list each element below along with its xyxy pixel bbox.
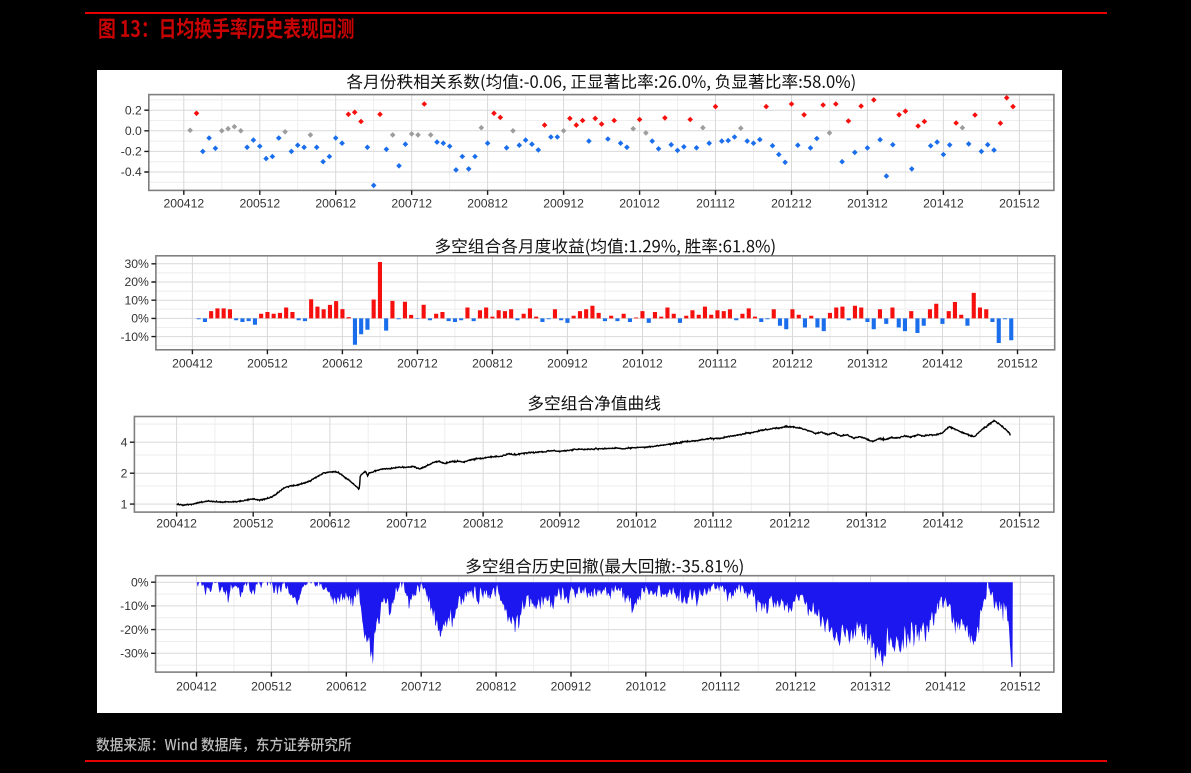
svg-text:201512: 201512 xyxy=(999,196,1040,210)
svg-text:200912: 200912 xyxy=(543,196,584,210)
svg-text:201412: 201412 xyxy=(923,196,964,210)
svg-text:1: 1 xyxy=(121,497,128,511)
svg-text:200912: 200912 xyxy=(551,679,592,693)
svg-text:201212: 201212 xyxy=(775,679,816,693)
svg-text:201512: 201512 xyxy=(1000,679,1041,693)
svg-text:201312: 201312 xyxy=(847,196,888,210)
svg-text:200812: 200812 xyxy=(472,356,513,370)
svg-text:200412: 200412 xyxy=(156,516,197,530)
svg-text:201512: 201512 xyxy=(999,516,1040,530)
svg-text:200712: 200712 xyxy=(391,196,432,210)
svg-text:0%: 0% xyxy=(131,312,149,326)
svg-text:200512: 200512 xyxy=(239,196,280,210)
svg-text:200612: 200612 xyxy=(310,516,351,530)
svg-text:0.0: 0.0 xyxy=(125,124,142,138)
svg-text:201312: 201312 xyxy=(847,356,888,370)
svg-text:-10%: -10% xyxy=(120,330,149,344)
svg-text:201012: 201012 xyxy=(616,516,657,530)
svg-text:-30%: -30% xyxy=(120,647,149,661)
svg-text:30%: 30% xyxy=(124,257,149,271)
svg-text:201512: 201512 xyxy=(997,356,1038,370)
svg-text:201212: 201212 xyxy=(772,356,813,370)
svg-text:200712: 200712 xyxy=(401,679,442,693)
svg-text:4: 4 xyxy=(121,435,128,449)
svg-text:2: 2 xyxy=(121,466,128,480)
svg-text:201412: 201412 xyxy=(922,356,963,370)
svg-text:201012: 201012 xyxy=(622,356,663,370)
svg-text:200612: 200612 xyxy=(326,679,367,693)
svg-text:200512: 200512 xyxy=(233,516,274,530)
svg-text:201112: 201112 xyxy=(696,196,735,210)
svg-text:201312: 201312 xyxy=(850,679,891,693)
svg-text:-0.4: -0.4 xyxy=(121,165,142,179)
svg-text:-0.2: -0.2 xyxy=(121,145,142,159)
svg-text:201012: 201012 xyxy=(625,679,666,693)
svg-text:201112: 201112 xyxy=(694,516,733,530)
svg-text:201312: 201312 xyxy=(846,516,887,530)
svg-text:200812: 200812 xyxy=(467,196,508,210)
svg-text:200512: 200512 xyxy=(251,679,292,693)
svg-text:201412: 201412 xyxy=(923,516,964,530)
svg-text:0%: 0% xyxy=(131,575,149,589)
svg-text:201212: 201212 xyxy=(771,196,812,210)
svg-text:201412: 201412 xyxy=(925,679,966,693)
svg-text:201012: 201012 xyxy=(619,196,660,210)
svg-text:10%: 10% xyxy=(124,293,149,307)
svg-text:200712: 200712 xyxy=(386,516,427,530)
svg-text:0.2: 0.2 xyxy=(125,103,142,117)
svg-text:200412: 200412 xyxy=(176,679,217,693)
svg-text:200412: 200412 xyxy=(163,196,204,210)
svg-text:-10%: -10% xyxy=(120,599,149,613)
svg-text:200812: 200812 xyxy=(463,516,504,530)
svg-text:200612: 200612 xyxy=(315,196,356,210)
svg-text:200412: 200412 xyxy=(172,356,213,370)
svg-text:200812: 200812 xyxy=(476,679,517,693)
svg-text:200712: 200712 xyxy=(397,356,438,370)
svg-text:-20%: -20% xyxy=(120,623,149,637)
svg-text:200912: 200912 xyxy=(539,516,580,530)
svg-text:200512: 200512 xyxy=(247,356,288,370)
svg-text:200612: 200612 xyxy=(322,356,363,370)
svg-text:201212: 201212 xyxy=(769,516,810,530)
svg-text:201112: 201112 xyxy=(701,679,740,693)
svg-text:201112: 201112 xyxy=(698,356,737,370)
svg-text:20%: 20% xyxy=(124,275,149,289)
svg-text:200912: 200912 xyxy=(547,356,588,370)
